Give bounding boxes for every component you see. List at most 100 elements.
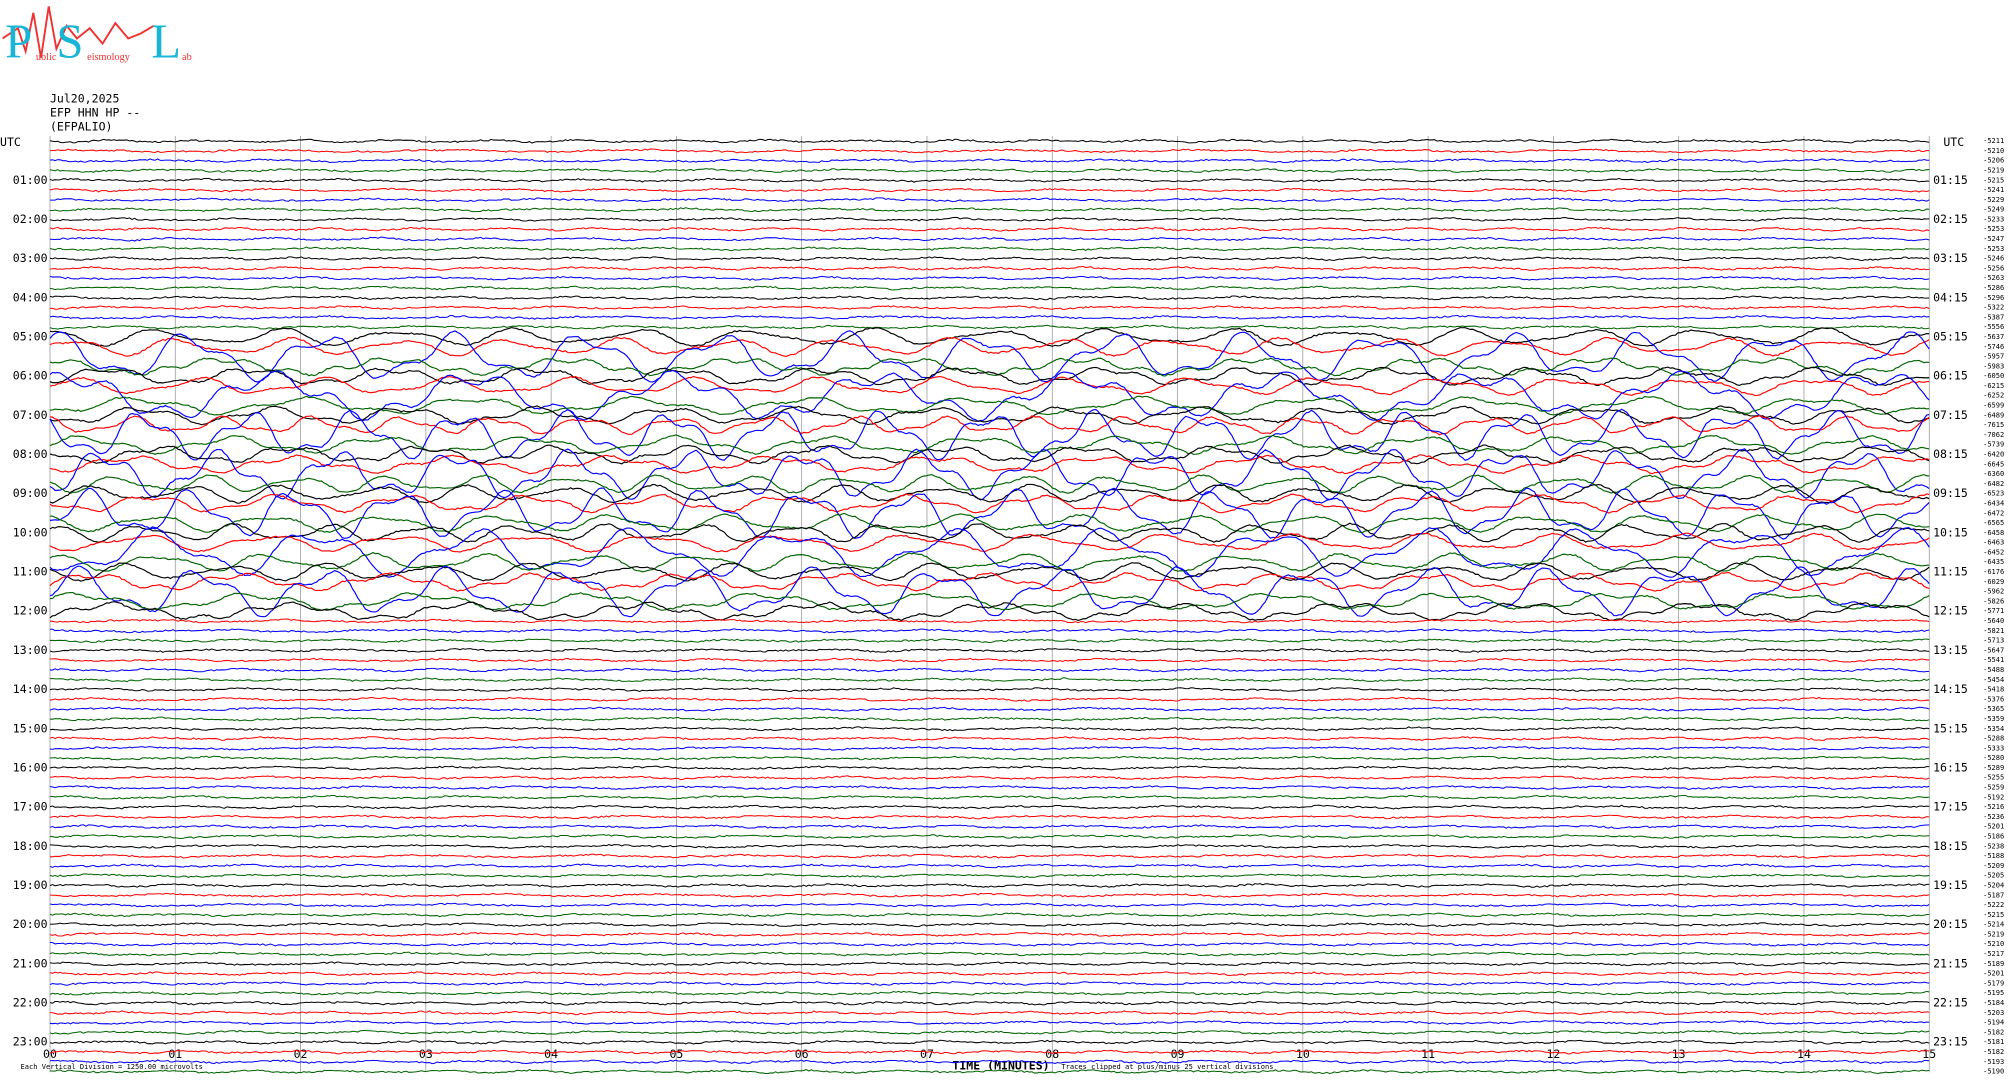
trace-offset: -5215 — [1983, 910, 2004, 919]
trace — [49, 265, 1930, 271]
trace — [49, 1020, 1930, 1026]
x-tick-label: 11 — [1421, 1047, 1435, 1061]
trace — [49, 324, 1930, 330]
trace — [49, 804, 1930, 810]
hour-label: 09:15 — [1933, 486, 1968, 500]
trace — [49, 487, 1930, 540]
trace-offset: -5322 — [1983, 303, 2004, 312]
trace-offset: -6463 — [1983, 538, 2004, 547]
x-tick-label: 14 — [1797, 1047, 1811, 1061]
trace-offset: -6523 — [1983, 489, 2004, 498]
trace — [49, 326, 1930, 347]
trace — [49, 330, 1930, 383]
trace-offset: -6645 — [1983, 459, 2004, 468]
trace-offset: -5192 — [1983, 792, 2004, 801]
trace-offset: -5826 — [1983, 596, 2004, 605]
trace-offset: -5179 — [1983, 978, 2004, 987]
trace — [49, 474, 1930, 494]
trace-offset: -5187 — [1983, 890, 2004, 899]
hour-label: 10:00 — [13, 525, 48, 539]
trace — [49, 824, 1930, 830]
trace — [49, 366, 1930, 387]
trace — [49, 526, 1930, 578]
trace — [49, 1039, 1930, 1045]
trace — [49, 483, 1930, 504]
trace — [49, 408, 1930, 462]
trace — [49, 951, 1930, 957]
trace — [49, 785, 1930, 791]
hour-label: 21:00 — [13, 956, 48, 970]
trace — [49, 207, 1930, 213]
trace-offset: -5193 — [1983, 1057, 2004, 1066]
x-tick-label: 02 — [294, 1047, 308, 1061]
trace-offset: -5739 — [1983, 440, 2004, 449]
trace — [49, 706, 1930, 712]
trace-offset: -5210 — [1983, 146, 2004, 155]
hour-label: 14:15 — [1933, 682, 1968, 696]
trace-offset: -5289 — [1983, 763, 2004, 772]
trace-offset: -5246 — [1983, 254, 2004, 263]
trace — [49, 414, 1930, 436]
trace-offset: -5238 — [1983, 841, 2004, 850]
trace-offset: -6215 — [1983, 381, 2004, 390]
x-tick-label: 09 — [1171, 1047, 1185, 1061]
trace-offset: -5263 — [1983, 273, 2004, 282]
trace — [49, 912, 1930, 918]
trace-offset: -5640 — [1983, 616, 2004, 625]
trace — [49, 696, 1930, 702]
trace-offset: -5376 — [1983, 694, 2004, 703]
trace — [49, 775, 1930, 781]
trace — [49, 295, 1930, 301]
trace-offset: -5637 — [1983, 332, 2004, 341]
trace — [49, 814, 1930, 820]
logo-letter: S — [56, 14, 83, 68]
trace-offset: -5217 — [1983, 949, 2004, 958]
trace-offset: -5821 — [1983, 626, 2004, 635]
trace — [49, 1049, 1930, 1055]
trace-offset: -5713 — [1983, 636, 2004, 645]
trace — [49, 167, 1930, 173]
hour-label: 23:00 — [13, 1035, 48, 1049]
trace — [49, 971, 1930, 976]
trace-offset: -7615 — [1983, 420, 2004, 429]
hour-label: 17:00 — [13, 800, 48, 814]
trace-offset: -5201 — [1983, 969, 2004, 978]
trace-offset: -6360 — [1983, 469, 2004, 478]
hour-label: 05:15 — [1933, 329, 1968, 343]
header-site: (EFPALIO) — [50, 119, 112, 133]
trace — [49, 177, 1930, 183]
trace — [49, 565, 1930, 618]
trace-offset: -5962 — [1983, 587, 2004, 596]
trace — [49, 931, 1930, 937]
hour-label: 14:00 — [13, 682, 48, 696]
hour-label: 15:00 — [13, 721, 48, 735]
trace-offset: -5189 — [1983, 959, 2004, 968]
trace — [49, 922, 1930, 928]
trace — [49, 980, 1930, 986]
trace-offset: -5771 — [1983, 606, 2004, 615]
trace — [49, 765, 1930, 771]
x-tick-label: 06 — [795, 1047, 809, 1061]
hour-label: 12:00 — [13, 604, 48, 618]
trace-offset: -5365 — [1983, 704, 2004, 713]
trace — [49, 314, 1930, 320]
trace-offset: -5488 — [1983, 665, 2004, 674]
trace-offset: -5983 — [1983, 361, 2004, 370]
trace — [49, 1010, 1930, 1016]
trace-offset: -6050 — [1983, 371, 2004, 380]
trace-offset: -5186 — [1983, 831, 2004, 840]
hour-label: 04:15 — [1933, 290, 1968, 304]
trace — [49, 1029, 1930, 1035]
trace-offset: -5746 — [1983, 342, 2004, 351]
trace-offset: -5184 — [1983, 998, 2004, 1007]
trace-offset: -5206 — [1983, 156, 2004, 165]
hour-label: 17:15 — [1933, 800, 1968, 814]
trace-offset: -5233 — [1983, 214, 2004, 223]
logo-text: ab — [182, 52, 192, 63]
hour-label: 03:15 — [1933, 251, 1968, 265]
hour-label: 04:00 — [13, 290, 48, 304]
hour-label: 11:00 — [13, 565, 48, 579]
x-tick-label: 03 — [419, 1047, 433, 1061]
trace — [49, 551, 1930, 573]
